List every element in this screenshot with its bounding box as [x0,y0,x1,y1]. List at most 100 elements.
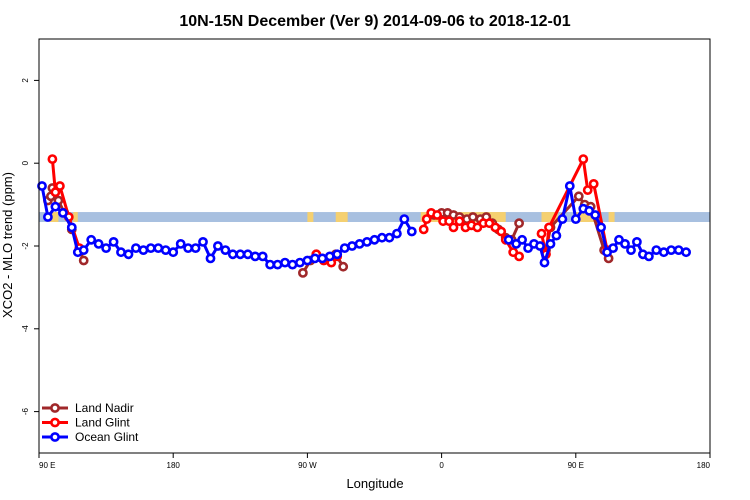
data-point [160,245,171,255]
chart-title: 10N-15N December (Ver 9) 2014-09-06 to 2… [179,13,570,30]
series-ocean-glint [37,181,691,270]
data-point [496,226,507,237]
data-point [369,234,380,245]
data-point [317,253,328,264]
data-point [130,243,141,253]
data-point [294,257,305,268]
data-point [175,238,186,249]
land-patch [47,212,59,222]
data-point [535,241,545,251]
data-point [467,212,478,222]
data-point [183,243,193,253]
data-point [588,178,599,189]
data-point [168,247,179,258]
x-tick-label: 90 E [568,461,584,470]
data-point [514,251,524,262]
y-tick-label: -4 [21,325,30,333]
data-point [93,238,104,249]
data-point [544,222,554,233]
data-point [557,214,568,224]
land-patch [608,212,615,222]
legend-label: Land Glint [75,416,130,430]
data-point [212,241,223,251]
data-point [37,181,47,191]
data-point [626,245,636,255]
data-point [116,247,126,258]
data-point [564,181,575,191]
data-point [66,222,77,233]
legend-label: Land Nadir [75,401,134,415]
data-point [50,201,61,212]
data-point [545,238,556,249]
data-point [570,214,581,224]
data-point [78,245,89,255]
data-point [302,255,313,266]
data-point [444,216,454,227]
data-point [651,245,662,255]
data-point [596,222,606,233]
data-point [123,249,134,260]
y-tick-label: 2 [21,78,30,83]
land-patch [307,212,314,222]
legend-item: Ocean Glint [42,430,139,444]
data-point [153,243,164,253]
data-point [108,236,119,247]
data-point [418,224,429,235]
data-point [551,230,562,241]
data-point [265,259,275,270]
data-point [280,257,290,268]
data-point [539,257,550,268]
data-point [632,236,642,247]
data-point [332,249,343,260]
data-point [681,247,691,258]
background-band [39,212,710,222]
data-point [297,267,308,278]
x-tick-label: 0 [439,461,444,470]
data-point [272,259,283,270]
land-patch [73,212,78,222]
data-point [536,228,547,239]
data-point [620,238,630,249]
data-point [406,226,417,237]
x-tick-label: 180 [167,461,181,470]
y-axis-label: XCO2 - MLO trend (ppm) [0,172,15,318]
x-tick-label: 180 [697,461,711,470]
data-point [235,249,246,260]
data-point [347,241,357,251]
data-point [644,251,654,262]
x-tick-label: 90 E [39,461,55,470]
land-patch [335,212,348,222]
data-point [220,245,231,255]
legend-label: Ocean Glint [75,430,139,444]
y-tick-label: -2 [21,242,30,250]
data-point [338,261,349,272]
legend-item: Land Glint [42,416,130,430]
data-point [362,236,372,247]
data-point [190,243,201,253]
data-point [573,191,584,202]
data-point [257,251,268,262]
data-point [582,185,593,195]
data-point [421,214,432,224]
land-patch [575,212,596,222]
data-point [55,181,65,191]
data-point [432,210,442,220]
data-point [145,243,156,253]
data-point [517,234,527,245]
data-point [50,187,61,198]
data-point [666,245,677,255]
data-point [448,222,459,233]
data-point [43,212,53,222]
legend-swatch-marker [50,403,60,413]
data-point [78,255,89,266]
y-tick-label: 0 [21,160,30,165]
data-point [138,245,149,255]
land-patch [541,212,558,222]
data-point [101,243,111,253]
data-point [608,243,618,253]
data-point [399,214,410,224]
data-point [47,154,58,164]
data-point [198,236,208,247]
